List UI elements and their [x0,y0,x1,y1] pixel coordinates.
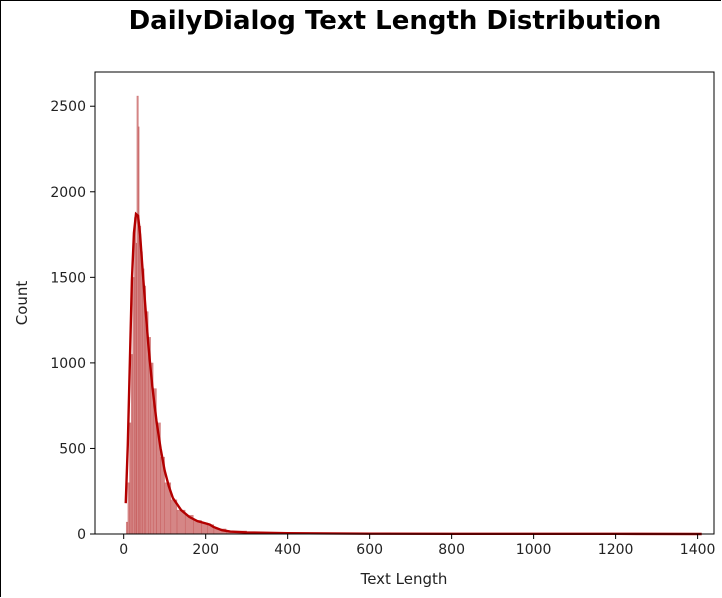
histogram-bar [142,268,145,535]
x-tick-label: 0 [119,542,128,558]
x-tick-label: 1200 [598,542,634,558]
y-tick-label: 0 [77,527,86,543]
y-tick-label: 1000 [50,356,86,372]
x-tick-label: 200 [192,542,219,558]
histogram-bar [140,251,143,535]
histogram-bar [136,95,139,535]
x-axis-label: Text Length [360,570,448,588]
y-axis: 0 500 1000 1500 2000 2500 [50,99,95,543]
histogram-bar [139,225,142,535]
histogram-bar [129,422,132,535]
y-tick-label: 1500 [50,270,86,286]
x-tick-label: 600 [356,542,383,558]
y-tick-label: 2000 [50,185,86,201]
histogram-bar [130,354,133,535]
histogram-bars [125,95,703,535]
x-tick-label: 800 [438,542,465,558]
chart-title: DailyDialog Text Length Distribution [128,6,662,36]
axes-box [94,71,715,535]
histogram-bar [127,482,130,535]
y-tick-label: 2500 [50,99,86,115]
y-axis-label: Count [13,281,31,326]
x-tick-label: 1000 [516,542,552,558]
y-tick-label: 500 [59,441,86,457]
histogram-bar [170,499,178,535]
x-tick-label: 400 [274,542,301,558]
histogram-bar [125,521,128,535]
x-tick-label: 1400 [680,542,716,558]
kde-line [124,211,702,536]
histogram-bar [134,217,137,535]
histogram-bar [132,277,135,535]
x-axis: 0 200 400 600 800 1000 1200 1400 [119,534,715,558]
